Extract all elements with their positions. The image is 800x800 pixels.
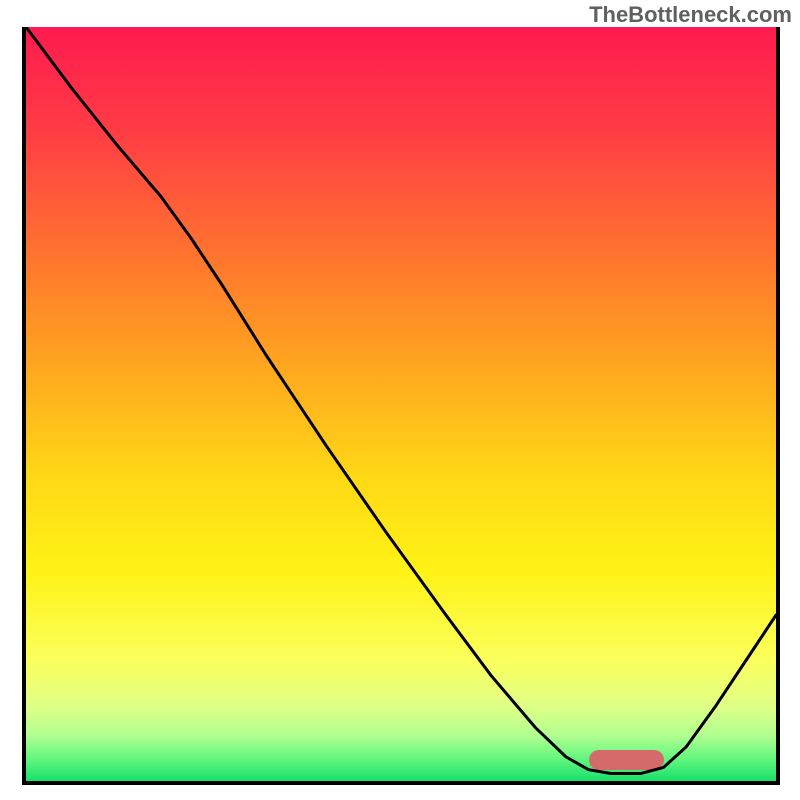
chart-container: { "attribution": { "text": "TheBottlenec… [0,0,800,800]
curve-path [26,27,776,773]
plot-area [22,27,780,785]
attribution-text: TheBottleneck.com [589,2,792,28]
bottleneck-curve [26,27,776,781]
